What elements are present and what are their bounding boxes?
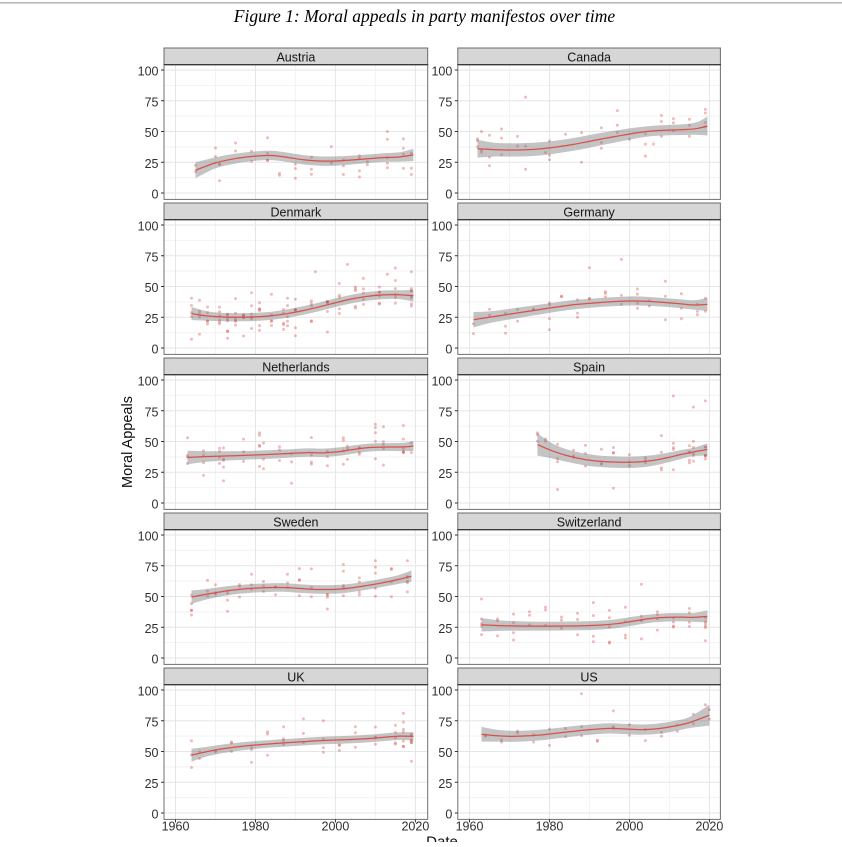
svg-text:25: 25 (438, 777, 452, 791)
svg-text:75: 75 (145, 95, 159, 109)
svg-text:0: 0 (445, 343, 452, 357)
svg-text:Spain: Spain (573, 360, 605, 374)
svg-text:0: 0 (152, 808, 159, 822)
svg-text:50: 50 (145, 591, 159, 605)
svg-text:Sweden: Sweden (273, 515, 318, 529)
svg-text:50: 50 (145, 436, 159, 450)
svg-text:100: 100 (431, 220, 452, 234)
svg-text:0: 0 (445, 188, 452, 202)
svg-text:25: 25 (145, 777, 159, 791)
svg-text:Date: Date (426, 834, 458, 843)
svg-text:100: 100 (138, 530, 159, 544)
svg-text:Moral Appeals: Moral Appeals (120, 396, 136, 488)
svg-text:Netherlands: Netherlands (262, 360, 329, 374)
svg-text:75: 75 (438, 95, 452, 109)
svg-text:100: 100 (138, 220, 159, 234)
svg-text:25: 25 (438, 622, 452, 636)
svg-text:75: 75 (438, 560, 452, 574)
svg-text:1980: 1980 (536, 820, 564, 834)
svg-text:25: 25 (145, 467, 159, 481)
svg-text:25: 25 (438, 157, 452, 171)
svg-text:Switzerland: Switzerland (557, 515, 622, 529)
svg-text:Canada: Canada (567, 50, 611, 64)
svg-text:75: 75 (145, 250, 159, 264)
svg-text:75: 75 (438, 715, 452, 729)
svg-text:100: 100 (138, 65, 159, 79)
svg-text:US: US (580, 670, 597, 684)
svg-text:100: 100 (138, 685, 159, 699)
svg-text:Germany: Germany (563, 205, 615, 219)
svg-text:1980: 1980 (242, 820, 270, 834)
svg-text:0: 0 (445, 808, 452, 822)
svg-text:0: 0 (152, 653, 159, 667)
svg-text:100: 100 (431, 65, 452, 79)
svg-text:2020: 2020 (401, 820, 429, 834)
svg-text:Figure 1: Moral appeals in par: Figure 1: Moral appeals in party manifes… (233, 6, 616, 26)
svg-text:25: 25 (145, 157, 159, 171)
svg-text:0: 0 (152, 188, 159, 202)
svg-text:100: 100 (431, 685, 452, 699)
svg-text:50: 50 (438, 591, 452, 605)
svg-text:25: 25 (145, 622, 159, 636)
svg-text:0: 0 (445, 653, 452, 667)
svg-text:0: 0 (152, 498, 159, 512)
svg-text:50: 50 (438, 126, 452, 140)
svg-text:2000: 2000 (322, 820, 350, 834)
svg-text:25: 25 (438, 312, 452, 326)
svg-text:75: 75 (438, 250, 452, 264)
svg-text:100: 100 (431, 375, 452, 389)
svg-text:0: 0 (445, 498, 452, 512)
svg-text:25: 25 (145, 312, 159, 326)
svg-text:75: 75 (145, 405, 159, 419)
svg-text:75: 75 (145, 560, 159, 574)
svg-text:50: 50 (438, 746, 452, 760)
svg-text:1960: 1960 (456, 820, 484, 834)
svg-text:UK: UK (287, 670, 305, 684)
svg-text:2020: 2020 (695, 820, 723, 834)
svg-text:Denmark: Denmark (271, 205, 322, 219)
svg-text:75: 75 (438, 405, 452, 419)
svg-text:50: 50 (145, 746, 159, 760)
svg-text:Austria: Austria (276, 50, 315, 64)
svg-text:50: 50 (438, 436, 452, 450)
svg-text:50: 50 (145, 281, 159, 295)
svg-text:0: 0 (152, 343, 159, 357)
svg-text:100: 100 (138, 375, 159, 389)
svg-text:50: 50 (145, 126, 159, 140)
svg-text:25: 25 (438, 467, 452, 481)
svg-text:100: 100 (431, 530, 452, 544)
svg-text:75: 75 (145, 715, 159, 729)
svg-text:2000: 2000 (616, 820, 644, 834)
svg-text:50: 50 (438, 281, 452, 295)
svg-text:1960: 1960 (162, 820, 190, 834)
